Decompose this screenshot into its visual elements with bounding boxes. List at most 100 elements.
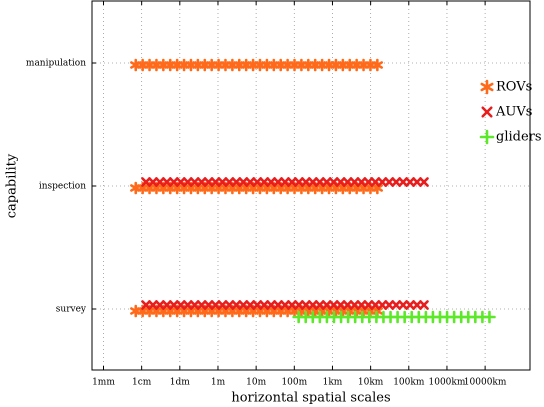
marker-stroke: [196, 177, 207, 187]
marker-stroke: [377, 177, 388, 187]
legend-label: ROVs: [496, 80, 532, 95]
marker-stroke: [182, 177, 193, 187]
marker-stroke: [398, 177, 408, 187]
marker-stroke: [391, 177, 402, 187]
marker-stroke: [245, 177, 256, 187]
marker-stroke: [321, 300, 332, 310]
marker-stroke: [224, 177, 235, 187]
marker-stroke: [307, 300, 318, 310]
marker-stroke: [321, 177, 332, 187]
marker-stroke: [335, 300, 346, 310]
marker-stroke: [300, 300, 311, 310]
marker-stroke: [238, 177, 249, 187]
range: [141, 300, 429, 310]
marker-stroke: [189, 177, 200, 187]
range: [130, 58, 383, 72]
x-tick-label: 100m: [281, 378, 307, 388]
marker-stroke: [481, 106, 493, 118]
marker-stroke: [155, 177, 165, 187]
marker-stroke: [155, 300, 165, 310]
marker-stroke: [294, 177, 304, 187]
x-tick-label: 10000km: [464, 378, 507, 388]
x-tick-label: 1dm: [170, 378, 190, 388]
marker-stroke: [259, 177, 269, 187]
marker-stroke: [307, 177, 318, 187]
marker-stroke: [203, 300, 214, 310]
y-tick-label: survey: [56, 305, 87, 315]
marker-stroke: [349, 300, 360, 310]
marker-stroke: [328, 177, 339, 187]
marker-stroke: [371, 61, 383, 69]
marker-stroke: [161, 177, 172, 187]
marker-stroke: [370, 177, 381, 187]
marker-stroke: [314, 177, 325, 187]
marker-stroke: [328, 300, 339, 310]
marker-stroke: [252, 177, 263, 187]
marker-stroke: [300, 177, 311, 187]
marker-stroke: [245, 300, 256, 310]
marker-stroke: [335, 177, 346, 187]
marker-stroke: [342, 300, 353, 310]
marker-stroke: [259, 300, 269, 310]
marker-stroke: [238, 300, 249, 310]
marker-stroke: [370, 300, 381, 310]
marker-stroke: [273, 177, 283, 187]
marker-stroke: [314, 300, 325, 310]
marker-stroke: [266, 177, 276, 187]
marker-stroke: [412, 177, 422, 187]
marker-stroke: [141, 300, 151, 310]
marker-stroke: [231, 177, 242, 187]
legend-item: AUVs: [481, 105, 532, 120]
marker-stroke: [356, 177, 367, 187]
marker-stroke: [371, 184, 383, 192]
marker-stroke: [168, 177, 179, 187]
marker-stroke: [363, 177, 374, 187]
legend-label: AUVs: [495, 105, 532, 120]
marker-stroke: [419, 300, 429, 310]
range: [141, 177, 429, 187]
x-tick-label: 100km: [393, 378, 425, 388]
marker-stroke: [217, 300, 228, 310]
marker-stroke: [210, 300, 221, 310]
x-tick-label: 10km: [358, 378, 384, 388]
marker-stroke: [203, 177, 214, 187]
marker-stroke: [356, 300, 367, 310]
marker-stroke: [391, 300, 402, 310]
x-tick-label: 1km: [323, 378, 343, 388]
marker-stroke: [196, 300, 207, 310]
legend-item: ROVs: [480, 80, 532, 95]
x-tick-label: 1000km: [429, 378, 466, 388]
range: [292, 310, 496, 324]
marker-stroke: [217, 177, 228, 187]
marker-stroke: [342, 177, 353, 187]
marker-stroke: [280, 177, 290, 187]
marker-stroke: [175, 300, 186, 310]
x-tick-label: 1cm: [132, 378, 152, 388]
marker-stroke: [148, 177, 158, 187]
marker-stroke: [363, 300, 374, 310]
y-tick-label: manipulation: [26, 59, 86, 69]
marker-stroke: [377, 300, 388, 310]
marker-stroke: [287, 177, 297, 187]
x-axis-label: horizontal spatial scales: [231, 391, 390, 406]
marker-stroke: [480, 82, 494, 92]
marker-stroke: [405, 300, 415, 310]
y-axis-label: capability: [5, 153, 20, 218]
marker-stroke: [252, 300, 263, 310]
x-tick-label: 10m: [246, 378, 266, 388]
legend-label: gliders: [496, 130, 542, 145]
marker-stroke: [398, 300, 408, 310]
marker-stroke: [161, 300, 172, 310]
marker-stroke: [419, 177, 429, 187]
marker-stroke: [141, 177, 151, 187]
range: [130, 181, 383, 195]
marker-stroke: [405, 177, 415, 187]
x-tick-label: 1m: [211, 378, 226, 388]
marker-stroke: [273, 300, 283, 310]
marker-stroke: [175, 177, 186, 187]
marker-stroke: [384, 300, 395, 310]
marker-stroke: [294, 300, 304, 310]
y-tick-label: inspection: [39, 182, 86, 192]
marker-stroke: [384, 177, 395, 187]
